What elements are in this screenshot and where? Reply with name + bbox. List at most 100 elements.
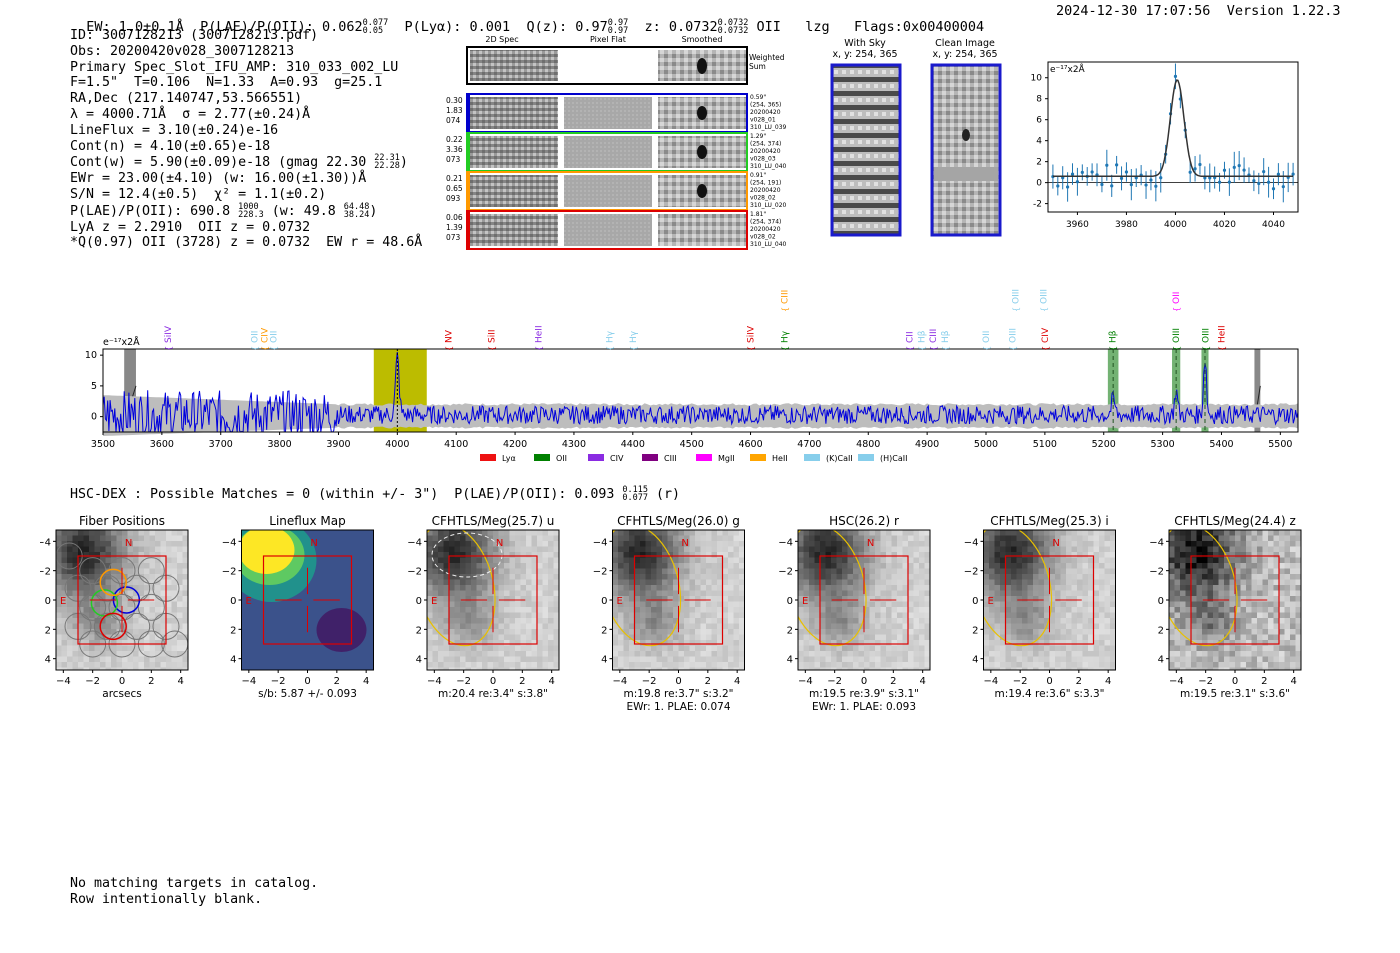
spec-xtick-label-17: 5200 bbox=[1092, 439, 1116, 450]
panel-xtick-4-3: 2 bbox=[890, 676, 896, 687]
z-lo: 0.0732 bbox=[717, 26, 749, 36]
spec-line-text-15: Hβ bbox=[941, 330, 951, 343]
spec-ylabel: e⁻¹⁷x2Å bbox=[103, 336, 140, 348]
spec-line-brace-2: { bbox=[260, 346, 269, 351]
spec-xtick-label-4: 3900 bbox=[326, 439, 350, 450]
panel-ytick-1-4: −4 bbox=[222, 537, 237, 548]
spec-line-label-17: OIII { bbox=[1009, 328, 1019, 351]
spec-line-text-2: CIV bbox=[260, 327, 270, 343]
panel-north-5: N bbox=[1052, 538, 1059, 549]
legend-swatch-2 bbox=[588, 454, 604, 461]
clean-sub: x, y: 254, 365 bbox=[932, 49, 998, 60]
spec-line-label-24: OIII { bbox=[1202, 328, 1212, 351]
panel-xtick-6-4: 4 bbox=[1290, 676, 1296, 687]
spec-line-label-21: Hβ { bbox=[1109, 330, 1119, 351]
spec-line-label-13: Hβ { bbox=[917, 330, 927, 351]
cutout-side-2 bbox=[467, 172, 470, 210]
panel-xtick-5-4: 4 bbox=[1105, 676, 1111, 687]
fit-point bbox=[1110, 184, 1114, 188]
spec-line-label-8: Hγ { bbox=[629, 330, 639, 351]
spec-line-text-12: CII bbox=[906, 331, 916, 343]
panel-caption1-3: m:19.8 re:3.7" s:3.2" bbox=[624, 688, 734, 700]
datetime: 2024-12-30 17:07:56 bbox=[1056, 3, 1211, 19]
panel-aperture-2 bbox=[448, 555, 538, 645]
spec-line-brace-18: { bbox=[1011, 307, 1020, 312]
panel-xtick-1-0: −4 bbox=[241, 676, 256, 687]
cutout-2d-1 bbox=[470, 136, 558, 168]
fit-points bbox=[1051, 63, 1295, 203]
fit-ytick-label-6: 10 bbox=[1031, 74, 1043, 84]
spec-line-text-6: HeII bbox=[535, 325, 545, 343]
spec-line-brace-24: { bbox=[1202, 346, 1211, 351]
clean-frame bbox=[930, 63, 1002, 237]
with-sky-sub: x, y: 254, 365 bbox=[832, 49, 898, 60]
with-sky-title: With Sky x, y: 254, 365 bbox=[830, 38, 900, 60]
panel-xtick-6-2: 0 bbox=[1232, 676, 1238, 687]
panel-north-0: N bbox=[125, 538, 132, 549]
cutout-right-2-3: v028_02 bbox=[750, 195, 776, 202]
cutout-right-0-3: v028_01 bbox=[750, 117, 776, 124]
panel-east-4: E bbox=[802, 596, 808, 607]
panel-ytick-2-0: 4 bbox=[416, 655, 422, 666]
panel-ytick-4-0: 4 bbox=[787, 655, 793, 666]
legend-swatch-3 bbox=[642, 454, 658, 461]
spec-line-brace-1: { bbox=[250, 346, 259, 351]
fit-point bbox=[1208, 176, 1212, 180]
info-cont-w: Cont(w) = 5.90(±0.09)e-18 (gmag 22.30 22… bbox=[70, 153, 408, 172]
plae-info-lo: 228.3 bbox=[238, 209, 264, 220]
legend-label-1: OII bbox=[556, 454, 567, 463]
spec-line-text-5: SiII bbox=[488, 329, 498, 343]
panel-east-3: E bbox=[617, 596, 623, 607]
panel-ytick-2-4: −4 bbox=[407, 537, 422, 548]
info-lineflux: LineFlux = 3.10(±0.24)e-16 bbox=[70, 122, 279, 138]
clean-image bbox=[930, 63, 1002, 237]
fit-xtick-label-3: 4020 bbox=[1213, 220, 1236, 230]
spec-xtick-label-14: 4900 bbox=[915, 439, 939, 450]
panel-xtick-4-1: −2 bbox=[827, 676, 842, 687]
legend-label-4: MgII bbox=[718, 454, 735, 463]
hsc-lo: 0.077 bbox=[622, 493, 648, 503]
spec-xtick-label-7: 4200 bbox=[503, 439, 527, 450]
spec-xtick-label-15: 5000 bbox=[974, 439, 998, 450]
spec-line-brace-15: { bbox=[941, 346, 950, 351]
cutout-left-0-1: 1.83 bbox=[446, 106, 463, 115]
spec-line-label-22: OIII { bbox=[1172, 328, 1182, 351]
fit-point bbox=[1066, 185, 1070, 189]
panel-ytick-6-0: 4 bbox=[1158, 655, 1164, 666]
spec-xtick-label-1: 3600 bbox=[150, 439, 174, 450]
panel-xtick-4-2: 0 bbox=[861, 676, 867, 687]
panel-caption1-5: m:19.4 re:3.6" s:3.3" bbox=[995, 688, 1105, 700]
spec-line-brace-10: { bbox=[781, 307, 790, 312]
panel-caption1-0: arcsecs bbox=[102, 688, 141, 700]
panel-title-6: CFHTLS/Meg(24.4) z bbox=[1174, 514, 1296, 528]
fit-point bbox=[1237, 163, 1241, 168]
spec-line-text-24: OIII bbox=[1202, 328, 1212, 343]
spec-xtick-label-2: 3700 bbox=[209, 439, 233, 450]
panel-ytick-2-3: −2 bbox=[407, 567, 422, 578]
clean-band bbox=[934, 167, 998, 181]
spec-xtick-label-19: 5400 bbox=[1209, 439, 1233, 450]
clean-blob bbox=[962, 129, 970, 141]
cutout-blob-0 bbox=[697, 106, 707, 120]
panel-xtick-5-3: 2 bbox=[1076, 676, 1082, 687]
cutout-left-2-1: 0.65 bbox=[446, 184, 463, 193]
fit-ytick-label-0: -2 bbox=[1033, 200, 1042, 210]
spec-line-brace-4: { bbox=[445, 346, 454, 351]
panel-title-1: Lineflux Map bbox=[269, 514, 345, 528]
info-id: ID: 3007128213 (3007128213.pdf) bbox=[70, 28, 319, 43]
fit-point bbox=[1075, 180, 1080, 184]
spec-line-label-15: Hβ { bbox=[941, 330, 951, 351]
panel-xtick-4-0: −4 bbox=[798, 676, 813, 687]
spec-line-brace-3: { bbox=[270, 346, 279, 351]
spec-line-brace-14: { bbox=[929, 346, 938, 351]
cutout-left-3-1: 1.39 bbox=[446, 223, 463, 232]
panel-caption2-3: EWr: 1. PLAE: 0.074 bbox=[626, 701, 730, 713]
panel-title-3: CFHTLS/Meg(26.0) g bbox=[617, 514, 740, 528]
panel-ytick-5-3: −2 bbox=[964, 567, 979, 578]
qz-lo: 0.97 bbox=[607, 26, 629, 36]
panel-aperture-1 bbox=[262, 555, 353, 645]
cutout-flat-2 bbox=[564, 175, 652, 207]
fit-point bbox=[1281, 185, 1285, 189]
spec-xtick-label-20: 5500 bbox=[1268, 439, 1292, 450]
